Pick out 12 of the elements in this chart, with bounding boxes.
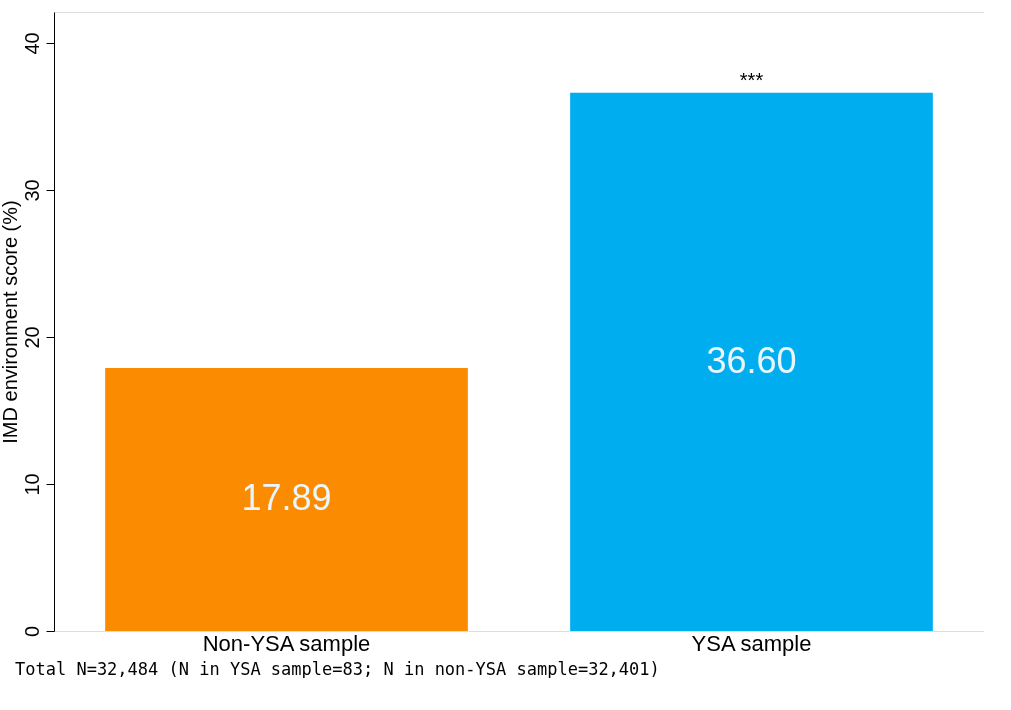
x-tick-label: YSA sample bbox=[691, 630, 812, 656]
y-tick-label: 20 bbox=[20, 326, 43, 349]
x-tick-label: Non-YSA sample bbox=[202, 630, 371, 656]
data-label: 17.89 bbox=[241, 477, 332, 519]
y-tick-label: 40 bbox=[20, 32, 43, 55]
y-axis-title: IMD environment score (%) bbox=[0, 200, 21, 444]
y-tick-label: 30 bbox=[20, 179, 43, 202]
y-tick-label: 10 bbox=[20, 473, 43, 496]
text: Total N=32,484 (N in YSA sample=83; N in non-YSA sample=32,401) bbox=[15, 659, 660, 679]
annotation: *** bbox=[739, 68, 764, 91]
y-tick-label: 0 bbox=[20, 625, 43, 638]
data-label: 36.60 bbox=[706, 339, 797, 381]
